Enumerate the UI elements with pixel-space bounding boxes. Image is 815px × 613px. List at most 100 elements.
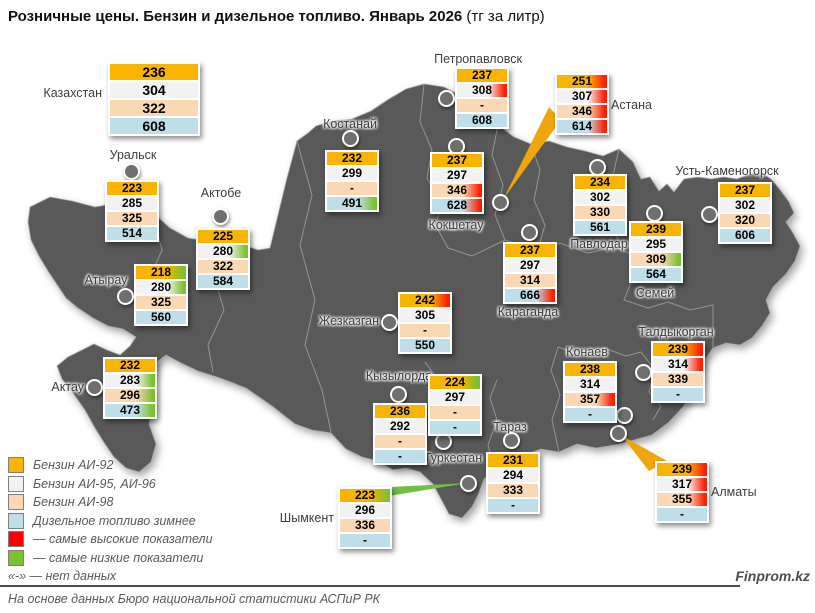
price-table-ust-kamenogorsk: 237 302 320 606 [718,182,772,244]
price-cell-shymkent-diesel: - [340,534,390,547]
price-cell-konaev-ai92: 238 [565,363,615,378]
price-cell-uralsk-ai98: 325 [107,212,157,227]
city-label-kyzylorda: Кызылорда [365,369,433,383]
price-cell-shymkent-ai95: 296 [340,504,390,519]
city-label-astana: Астана [611,98,652,112]
price-cell-kazakhstan-diesel: 608 [110,118,198,134]
price-cell-kyzylorda-ai98: - [375,435,425,450]
price-cell-pavlodar-diesel: 561 [575,221,625,234]
price-table-kostanay: 232 299-491 [325,150,379,212]
city-marker-zhezkazgan [380,313,398,331]
price-table-taldykorgan: 239 314 339- [651,341,705,403]
price-cell-konaev-ai95: 314 [565,378,615,393]
legend: Бензин АИ-92 Бензин АИ-95, АИ-96 Бензин АИ… [8,456,213,567]
astana-leader [504,107,561,198]
price-cell-astana-diesel: 614 [557,120,607,133]
price-cell-kokshetau-ai95: 297 [432,169,482,184]
city-label-konaev: Конаев [566,345,608,359]
price-table-kokshetau: 237 297 346 628 [430,152,484,214]
price-cell-pavlodar-ai95: 302 [575,191,625,206]
price-cell-almaty-ai92: 239 [657,463,707,478]
price-cell-atyrau-diesel: 560 [136,311,186,324]
footer-rule [0,585,740,587]
legend-swatch-diesel [8,512,24,529]
price-cell-taraz-ai98: 333 [488,484,538,499]
price-cell-karaganda-ai95: 297 [505,259,555,274]
price-cell-kyzylorda-diesel: - [375,450,425,463]
price-cell-zhezkazgan-ai92: 242 [400,294,450,309]
price-cell-turkestan-diesel: - [430,421,480,434]
city-label-petropavlovsk: Петропавловск [434,52,522,66]
price-cell-aktau-diesel: 473 [105,404,155,417]
city-marker-atyrau [116,287,134,305]
legend-label-high: — самые высокие показатели [33,532,213,547]
price-cell-taraz-ai92: 231 [488,454,538,469]
price-cell-ust-kamenogorsk-ai98: 320 [720,214,770,229]
price-cell-kazakhstan-ai92: 236 [110,64,198,82]
legend-item-diesel: Дизельное топливо зимнее [8,512,213,531]
price-cell-karaganda-ai98: 314 [505,274,555,289]
city-marker-konaev [615,406,633,424]
price-table-aktau: 232 283 296 473 [103,357,157,419]
price-cell-taldykorgan-ai95: 314 [653,358,703,373]
price-cell-kazakhstan-ai98: 322 [110,100,198,118]
city-label-semey: Семей [635,286,675,300]
city-label-karaganda: Караганда [497,305,559,319]
price-table-kyzylorda: 236 292- - [373,403,427,465]
price-cell-taldykorgan-ai92: 239 [653,343,703,358]
price-cell-zhezkazgan-diesel: 550 [400,339,450,352]
price-cell-konaev-ai98: 357 [565,393,615,408]
price-cell-kostanay-diesel: 491 [327,197,377,210]
price-cell-atyrau-ai98: 325 [136,296,186,311]
price-table-turkestan: 224 297- - [428,374,482,436]
price-cell-ust-kamenogorsk-diesel: 606 [720,229,770,242]
price-cell-aktau-ai98: 296 [105,389,155,404]
price-cell-astana-ai98: 346 [557,105,607,120]
price-cell-turkestan-ai92: 224 [430,376,480,391]
price-cell-semey-ai98: 309 [631,253,681,268]
price-table-konaev: 238 314 357- [563,361,617,423]
price-cell-petropavlovsk-ai92: 237 [457,69,507,84]
city-label-uralsk: Уральск [109,148,157,162]
legend-label-ai98: Бензин АИ-98 [33,495,114,510]
city-marker-kyzylorda [389,385,407,403]
price-cell-aktau-ai95: 283 [105,374,155,389]
price-cell-pavlodar-ai98: 330 [575,206,625,221]
city-label-zhezkazgan: Жезказган [318,314,379,328]
price-cell-kokshetau-diesel: 628 [432,199,482,212]
price-cell-kazakhstan-ai95: 304 [110,82,198,100]
city-marker-aktau [85,378,103,396]
price-cell-kyzylorda-ai92: 236 [375,405,425,420]
price-cell-uralsk-ai92: 223 [107,182,157,197]
city-marker-almaty [609,424,627,442]
price-table-semey: 239 295 309 564 [629,221,683,283]
legend-label-ai92: Бензин АИ-92 [33,458,114,473]
price-cell-karaganda-ai92: 237 [505,244,555,259]
city-marker-petropavlovsk [437,89,455,107]
city-marker-taldykorgan [634,363,652,381]
price-cell-almaty-diesel: - [657,508,707,521]
city-marker-uralsk [122,162,140,180]
price-cell-semey-diesel: 564 [631,268,681,281]
price-table-petropavlovsk: 237 308-608 [455,67,509,129]
price-cell-semey-ai95: 295 [631,238,681,253]
city-label-aktau: Актау [51,380,84,394]
price-cell-taldykorgan-diesel: - [653,388,703,401]
price-cell-astana-ai95: 307 [557,90,607,105]
price-cell-karaganda-diesel: 666 [505,289,555,302]
price-table-karaganda: 237 297 314 666 [503,242,557,304]
brand-watermark: Finprom.kz [735,568,810,584]
legend-item-ai95: Бензин АИ-95, АИ-96 [8,475,213,494]
price-cell-kokshetau-ai92: 237 [432,154,482,169]
city-marker-ust-kamenogorsk [700,205,718,223]
price-table-pavlodar: 234 302 330 561 [573,174,627,236]
price-cell-aktau-ai92: 232 [105,359,155,374]
legend-swatch-high [8,531,24,548]
price-cell-ust-kamenogorsk-ai92: 237 [720,184,770,199]
city-marker-kostanay [341,129,359,147]
price-table-zhezkazgan: 242 305-550 [398,292,452,354]
city-label-shymkent: Шымкент [279,511,334,525]
city-label-aktobe: Актобе [200,186,242,200]
legend-label-ai95: Бензин АИ-95, АИ-96 [33,476,156,491]
city-marker-pavlodar [588,158,606,176]
